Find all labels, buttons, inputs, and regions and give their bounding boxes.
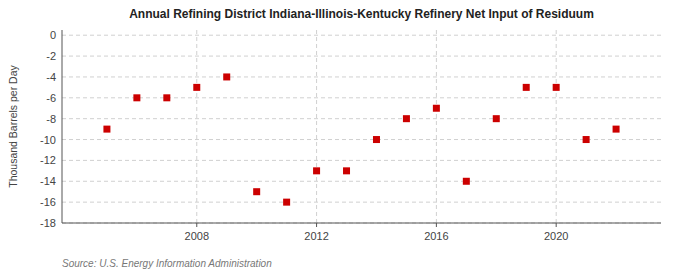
point <box>523 84 530 91</box>
title: Annual Refining District Indiana-Illinoi… <box>129 7 594 21</box>
tick-label: 2020 <box>544 230 568 242</box>
tick-label: 2016 <box>424 230 448 242</box>
tick-label: -10 <box>40 134 56 146</box>
point <box>193 84 200 91</box>
grid-line <box>556 30 557 223</box>
point <box>583 136 590 143</box>
point <box>463 178 470 185</box>
tick-mark <box>436 223 437 227</box>
tick-label: -4 <box>46 71 56 83</box>
point <box>343 167 350 174</box>
points <box>103 73 619 205</box>
grid-line <box>62 118 661 119</box>
grid-line <box>62 56 661 57</box>
y-axis-label: Thousand Barrels per Day <box>7 64 19 187</box>
point <box>133 94 140 101</box>
point <box>373 136 380 143</box>
grid-line <box>62 223 661 224</box>
grid-line <box>62 139 661 140</box>
grid-line <box>62 76 661 77</box>
x-axis-line <box>62 223 661 224</box>
tick-label: -14 <box>40 175 56 187</box>
grid-line <box>316 30 317 223</box>
tick-mark <box>556 223 557 227</box>
point <box>283 199 290 206</box>
tick-label: -6 <box>46 92 56 104</box>
x-axis: 2008 2012 2016 2020 <box>185 30 569 242</box>
tick-label: -12 <box>40 154 56 166</box>
point <box>103 126 110 133</box>
grid-line <box>62 202 661 203</box>
grid-line <box>436 30 437 223</box>
y-axis: 0 -2 -4 -6 -8 -10 -12 -14 -16 -18 <box>40 29 661 229</box>
point <box>163 94 170 101</box>
tick-label: 2012 <box>304 230 328 242</box>
tick-mark <box>316 223 317 227</box>
grid-line <box>196 30 197 223</box>
grid-line <box>62 35 661 36</box>
point <box>313 167 320 174</box>
chart-container: 0 -2 -4 -6 -8 -10 -12 -14 -16 -18 2008 2012 2016 2020… <box>0 0 675 275</box>
point <box>403 115 410 122</box>
grid-line <box>62 181 661 182</box>
annotation: Source: U.S. Energy Information Administ… <box>62 258 272 269</box>
tick-label: -18 <box>40 217 56 229</box>
grid-line <box>62 97 661 98</box>
tick-label: -16 <box>40 196 56 208</box>
grid-line <box>62 160 661 161</box>
point <box>223 73 230 80</box>
tick-label: -8 <box>46 113 56 125</box>
point <box>433 105 440 112</box>
tick-label: 2008 <box>185 230 209 242</box>
point <box>493 115 500 122</box>
point <box>253 188 260 195</box>
point <box>553 84 560 91</box>
tick-label: -2 <box>46 50 56 62</box>
tick-mark <box>196 223 197 227</box>
tick-label: 0 <box>50 29 56 41</box>
point <box>613 126 620 133</box>
y-axis-line <box>62 30 63 223</box>
chart: 0 -2 -4 -6 -8 -10 -12 -14 -16 -18 2008 2012 2016 2020… <box>0 0 675 275</box>
